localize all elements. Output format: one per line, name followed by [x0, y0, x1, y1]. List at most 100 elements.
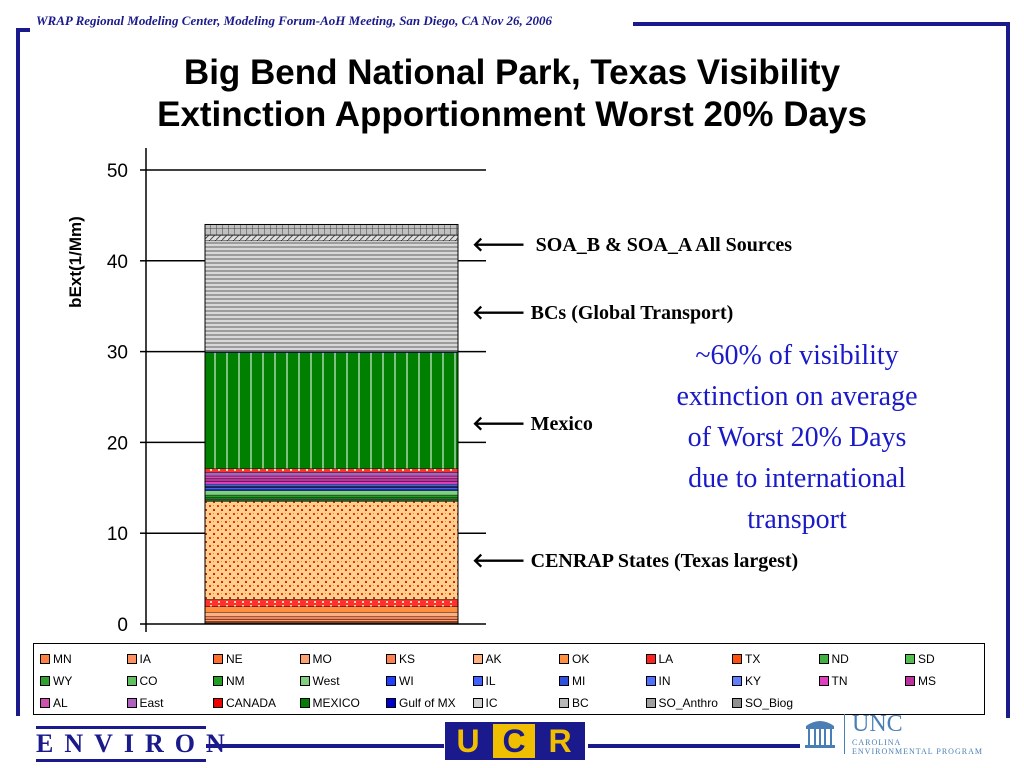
legend-item-co: CO — [126, 674, 158, 688]
legend-item-al: AL — [40, 696, 68, 710]
bar-segment-ms — [204, 478, 459, 482]
bar-segment-so-biog — [204, 224, 459, 236]
legend-item-in: IN — [645, 674, 671, 688]
legend-label: OK — [572, 652, 590, 666]
legend-label: WY — [53, 674, 73, 688]
y-tick-label: 10 — [107, 524, 128, 545]
legend-label: MS — [918, 674, 936, 688]
legend-item-ic: IC — [472, 696, 498, 710]
legend-swatch — [213, 697, 223, 708]
bar-segment-west — [204, 490, 459, 496]
legend-swatch — [559, 653, 569, 664]
legend-swatch — [645, 653, 656, 664]
legend-label: IN — [658, 674, 671, 688]
bar-outline — [204, 223, 459, 625]
legend-swatch — [905, 653, 915, 664]
legend-item-wi: WI — [386, 674, 414, 688]
legend-swatch — [818, 675, 829, 686]
legend-label: MN — [53, 652, 72, 666]
legend-item-mo: MO — [299, 652, 332, 666]
legend-swatch — [818, 653, 829, 664]
legend-swatch — [732, 675, 742, 686]
legend-item-ak: AK — [472, 652, 502, 666]
legend-label: TN — [831, 674, 848, 688]
legend-label: MI — [572, 674, 586, 688]
legend-label: East — [139, 696, 164, 710]
y-tick-label: 40 — [107, 252, 128, 273]
legend-item-ia: IA — [126, 652, 151, 666]
legend-swatch — [213, 653, 223, 664]
legend-item-la: LA — [645, 652, 674, 666]
ucr-logo: U C R — [445, 722, 585, 760]
legend-swatch — [732, 653, 742, 664]
old-well-icon — [805, 721, 835, 748]
y-tick-label: 50 — [107, 161, 128, 182]
legend-swatch — [732, 697, 742, 708]
legend-item-sd: SD — [905, 652, 935, 666]
legend-label: AL — [53, 696, 68, 710]
legend-label: West — [312, 674, 340, 688]
legend-item-canada: CANADA — [213, 696, 276, 710]
legend-item-ne: NE — [213, 652, 243, 666]
legend-swatch — [645, 697, 656, 708]
legend-swatch — [126, 697, 137, 708]
legend-label: CO — [139, 674, 158, 688]
unc-divider — [844, 714, 845, 754]
legend-label: SD — [918, 652, 935, 666]
legend-item-tx: TX — [732, 652, 760, 666]
legend-label: IA — [139, 652, 151, 666]
bar-segment-ks — [204, 616, 459, 620]
legend-label: TX — [745, 652, 761, 666]
legend-item-ky: KY — [732, 674, 761, 688]
legend-label: IL — [485, 674, 496, 688]
legend-item-ks: KS — [386, 652, 415, 666]
legend-item-ms: MS — [905, 674, 936, 688]
legend-label: MO — [312, 652, 332, 666]
legend-swatch — [299, 697, 310, 708]
legend-label: BC — [572, 696, 589, 710]
environ-logo: ENVIRON — [36, 726, 225, 762]
bar-segment-nm — [204, 494, 459, 498]
legend-item-east: East — [126, 696, 164, 710]
bar-segment-canada — [204, 468, 459, 473]
bar-segment-so-anthro — [204, 235, 459, 242]
legend-item-so-anthro: SO_Anthro — [645, 696, 718, 710]
legend-label: NM — [226, 674, 245, 688]
legend-item-tn: TN — [818, 674, 848, 688]
legend-swatch — [386, 653, 396, 664]
legend-label: NE — [226, 652, 243, 666]
legend-swatch — [472, 653, 483, 664]
legend-swatch — [386, 675, 396, 686]
legend-label: KS — [399, 652, 416, 666]
callout-text: ~60% of visibility extinction on average… — [676, 340, 918, 535]
bar-segment-bc — [204, 240, 459, 351]
bar-segment-ak — [204, 611, 459, 617]
bar-segment-la — [204, 599, 459, 607]
annotation-cenrap: 🡐 CENRAP States (Texas largest) — [472, 550, 799, 572]
legend-item-nd: ND — [818, 652, 849, 666]
bar-segment-il — [204, 487, 459, 490]
legend-label: SO_Biog — [745, 696, 794, 710]
legend-item-mexico: MEXICO — [299, 696, 360, 710]
legend-swatch — [645, 675, 656, 686]
legend-swatch — [299, 653, 310, 664]
bar-segment-ky — [204, 483, 459, 487]
legend-label: SO_Anthro — [658, 696, 718, 710]
legend-label: LA — [658, 652, 674, 666]
legend-label: ND — [831, 652, 849, 666]
bar-segment-tn — [204, 481, 459, 485]
legend-swatch — [559, 675, 569, 686]
legend-item-nm: NM — [213, 674, 245, 688]
annotation-soa: 🡐 SOA_B & SOA_A All Sources — [472, 234, 792, 256]
legend-swatch — [40, 697, 50, 708]
chart-legend: MN IA NE MO KS AK OK LA TX ND SD WY CO NM West WI IL MI IN… — [33, 643, 985, 715]
y-tick-label: 20 — [107, 433, 128, 454]
legend-label: MEXICO — [312, 696, 360, 710]
legend-label: WI — [399, 674, 414, 688]
legend-item-wy: WY — [40, 674, 72, 688]
title-line-2: Extinction Apportionment Worst 20% Days — [157, 95, 867, 134]
annotation-bc: 🡐 BCs (Global Transport) — [472, 302, 734, 324]
legend-swatch — [299, 675, 310, 686]
